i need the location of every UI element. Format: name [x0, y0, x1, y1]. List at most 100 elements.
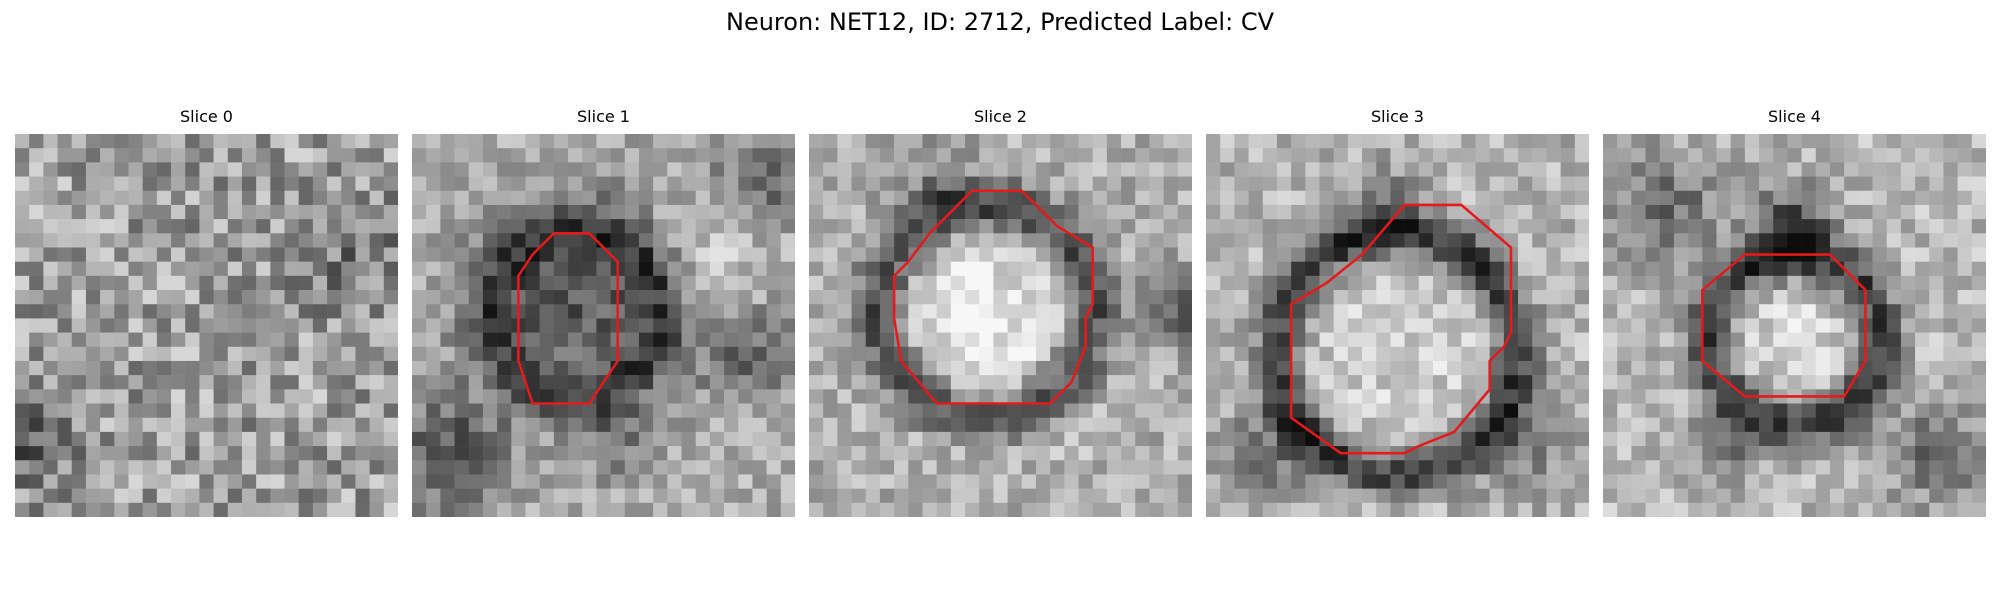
image-pixel: [1872, 446, 1887, 461]
image-pixel: [837, 417, 852, 433]
image-pixel: [965, 176, 980, 192]
image-pixel: [241, 431, 257, 447]
image-pixel: [1007, 219, 1023, 234]
image-pixel: [780, 403, 795, 418]
image-pixel: [1050, 190, 1065, 206]
image-pixel: [412, 332, 427, 348]
image-pixel: [213, 290, 229, 305]
image-pixel: [341, 502, 356, 517]
image-pixel: [199, 233, 214, 248]
image-pixel: [426, 502, 441, 517]
image-pixel: [965, 403, 980, 418]
image-pixel: [653, 204, 668, 220]
image-pixel: [468, 431, 484, 447]
image-pixel: [412, 290, 427, 305]
image-pixel: [1007, 261, 1023, 277]
image-pixel: [1801, 148, 1817, 163]
image-pixel: [1744, 360, 1760, 376]
image-pixel: [185, 360, 200, 376]
image-pixel: [894, 247, 909, 262]
image-pixel: [1716, 474, 1731, 489]
image-pixel: [837, 389, 852, 404]
image-pixel: [908, 431, 923, 447]
image-pixel: [156, 304, 172, 319]
image-pixel: [1078, 304, 1093, 319]
image-pixel: [298, 134, 314, 149]
image-pixel: [128, 233, 143, 248]
image-pixel: [837, 446, 852, 461]
image-pixel: [1121, 332, 1136, 348]
image-pixel: [1673, 417, 1689, 433]
image-pixel: [908, 275, 923, 291]
image-pixel: [1177, 304, 1192, 319]
image-pixel: [624, 162, 640, 177]
image-pixel: [724, 219, 739, 234]
image-pixel: [1078, 176, 1093, 192]
image-pixel: [1503, 332, 1519, 348]
image-pixel: [1347, 318, 1363, 333]
image-pixel: [1603, 360, 1618, 376]
image-pixel: [908, 474, 923, 489]
image-pixel: [1617, 460, 1632, 475]
image-pixel: [1801, 204, 1817, 220]
image-pixel: [553, 134, 569, 149]
image-pixel: [1702, 261, 1717, 277]
image-pixel: [1092, 190, 1108, 206]
image-pixel: [1929, 460, 1944, 475]
image-pixel: [1631, 275, 1646, 291]
image-pixel: [1404, 346, 1420, 362]
image-pixel: [1390, 162, 1405, 177]
image-pixel: [752, 375, 767, 390]
image-pixel: [738, 346, 753, 362]
image-pixel: [1673, 233, 1689, 248]
image-pixel: [1276, 332, 1292, 348]
image-pixel: [1220, 431, 1235, 447]
image-pixel: [15, 148, 30, 163]
image-pixel: [1603, 417, 1618, 433]
image-pixel: [993, 247, 1008, 262]
image-pixel: [171, 389, 186, 404]
image-pixel: [1929, 190, 1944, 206]
image-pixel: [1787, 474, 1802, 489]
image-pixel: [369, 375, 385, 390]
image-pixel: [341, 403, 356, 418]
image-pixel: [298, 247, 314, 262]
slice-title: Slice 2: [974, 107, 1027, 126]
image-pixel: [43, 247, 58, 262]
image-pixel: [752, 275, 767, 291]
image-pixel: [993, 290, 1008, 305]
image-pixel: [199, 134, 214, 149]
image-pixel: [965, 474, 980, 489]
image-pixel: [1163, 360, 1179, 376]
image-pixel: [851, 403, 867, 418]
image-pixel: [270, 148, 285, 163]
image-pixel: [1347, 134, 1363, 149]
image-pixel: [1929, 176, 1944, 192]
image-pixel: [1546, 346, 1561, 362]
image-pixel: [1135, 247, 1150, 262]
image-pixel: [327, 162, 342, 177]
image-pixel: [1659, 488, 1675, 504]
image-pixel: [1149, 474, 1164, 489]
image-pixel: [1929, 162, 1944, 177]
image-pixel: [1801, 403, 1817, 418]
image-pixel: [1347, 275, 1363, 291]
image-pixel: [908, 233, 923, 248]
image-pixel: [227, 346, 243, 362]
image-pixel: [1064, 148, 1079, 163]
image-pixel: [922, 332, 937, 348]
image-pixel: [1603, 275, 1618, 291]
image-pixel: [1362, 190, 1377, 206]
image-pixel: [1362, 247, 1377, 262]
image-pixel: [241, 403, 257, 418]
image-pixel: [1631, 488, 1646, 504]
image-pixel: [823, 375, 838, 390]
image-pixel: [1858, 502, 1873, 517]
image-pixel: [128, 275, 143, 291]
image-pixel: [1163, 176, 1179, 192]
image-pixel: [1305, 446, 1320, 461]
image-pixel: [412, 403, 427, 418]
image-pixel: [43, 304, 58, 319]
image-pixel: [879, 304, 895, 319]
image-pixel: [156, 403, 172, 418]
